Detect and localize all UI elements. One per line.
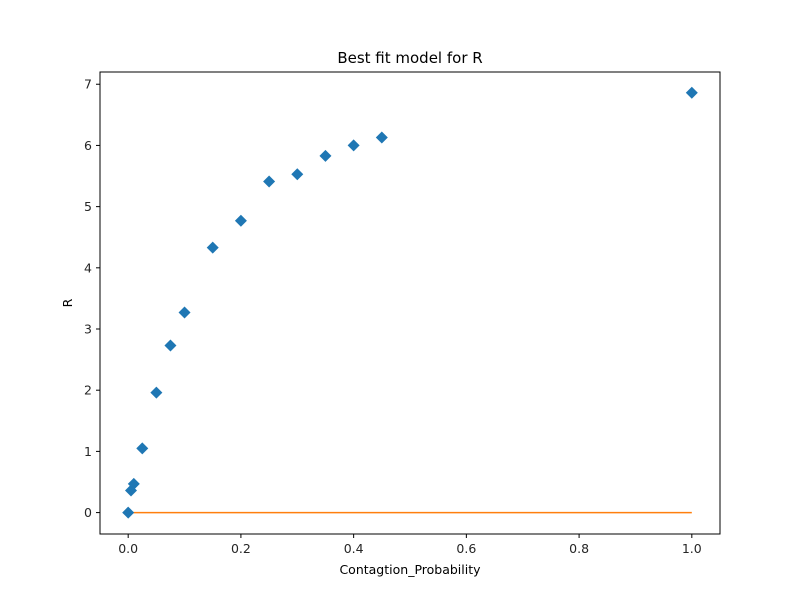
data-point <box>206 241 219 254</box>
y-tick-label: 0 <box>84 505 92 520</box>
y-tick-label: 6 <box>84 138 92 153</box>
data-point <box>234 214 247 227</box>
x-axis-label: Contagtion_Probability <box>339 562 481 577</box>
x-tick-label: 0.6 <box>456 541 476 556</box>
x-tick-label: 0.4 <box>344 541 364 556</box>
y-tick-label: 5 <box>84 199 92 214</box>
data-point <box>127 477 140 490</box>
chart-title: Best fit model for R <box>337 49 482 67</box>
plot-frame <box>99 71 721 535</box>
y-tick-label: 4 <box>84 260 92 275</box>
x-tick-label: 0.8 <box>569 541 589 556</box>
data-point <box>375 131 388 144</box>
data-point <box>685 86 698 99</box>
data-point <box>291 168 304 181</box>
y-axis-ticks: 0 1 2 3 4 5 6 7 <box>84 77 100 520</box>
data-point <box>164 339 177 352</box>
data-point <box>178 306 191 319</box>
x-tick-label: 1.0 <box>682 541 702 556</box>
data-point <box>122 506 135 519</box>
data-point <box>150 386 163 399</box>
y-tick-label: 7 <box>84 77 92 92</box>
y-axis-label: R <box>60 298 75 307</box>
plot-area <box>122 86 698 519</box>
x-axis-ticks: 0.0 0.2 0.4 0.6 0.8 1.0 <box>118 534 702 556</box>
x-tick-label: 0.0 <box>118 541 138 556</box>
data-point <box>136 442 149 455</box>
y-tick-label: 2 <box>84 383 92 398</box>
data-point <box>263 175 276 188</box>
data-point <box>319 149 332 162</box>
x-tick-label: 0.2 <box>231 541 251 556</box>
y-tick-label: 1 <box>84 444 92 459</box>
data-point <box>347 139 360 152</box>
y-tick-label: 3 <box>84 322 92 337</box>
